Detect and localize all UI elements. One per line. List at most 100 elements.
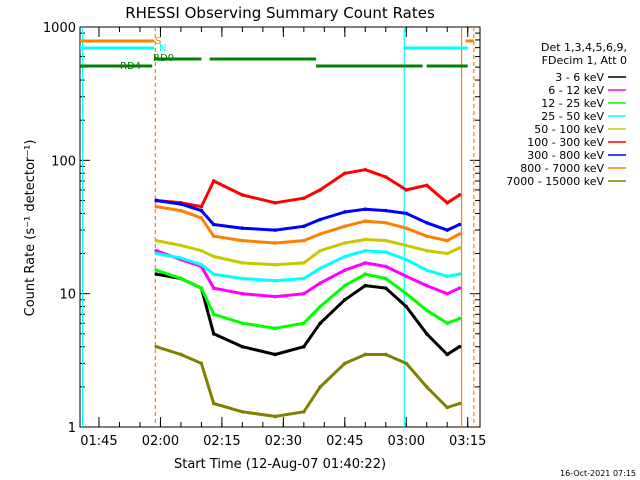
x-tick-label: 02:45 <box>326 434 363 449</box>
series-point-7 <box>179 202 183 206</box>
series-point-2 <box>343 268 347 272</box>
plot-frame <box>79 26 481 428</box>
series-point-1 <box>240 344 245 349</box>
series-point-7 <box>199 208 204 213</box>
series-point-5 <box>457 246 462 250</box>
series-point-7 <box>154 198 159 203</box>
series-point-5 <box>318 248 323 253</box>
series-point-2 <box>404 274 409 279</box>
series-point-8 <box>445 238 450 243</box>
series-point-4 <box>404 257 409 262</box>
series-point-8 <box>424 234 429 238</box>
series-point-1 <box>445 352 450 357</box>
series-point-3 <box>343 283 347 288</box>
series-point-2 <box>211 286 216 290</box>
y-tick-label: 100 <box>51 154 76 169</box>
legend-label: 25 - 50 keV <box>541 110 604 123</box>
series-point-4 <box>424 268 429 272</box>
series-point-3 <box>273 326 277 331</box>
series-point-2 <box>273 294 277 299</box>
series-point-9 <box>318 385 323 389</box>
x-tick-label: 02:15 <box>203 434 240 449</box>
series-point-4 <box>445 274 450 279</box>
series-point-6 <box>318 188 323 192</box>
series-point-2 <box>445 291 450 296</box>
series-point-2 <box>424 283 429 288</box>
series-point-5 <box>211 254 216 259</box>
series-line-1 <box>156 272 461 356</box>
series-point-4 <box>302 276 306 281</box>
flag-label-s: S <box>155 36 161 47</box>
flag-label-rd0: RD0 <box>153 53 174 64</box>
y-tick-label: 1000 <box>43 21 76 36</box>
series-point-3 <box>404 291 409 296</box>
series-point-8 <box>273 241 277 245</box>
series-point-8 <box>383 221 388 225</box>
series-point-9 <box>154 344 159 349</box>
series-point-8 <box>179 208 183 213</box>
series-point-9 <box>363 352 368 357</box>
x-tick-label: 03:00 <box>388 434 425 449</box>
series-point-8 <box>199 216 204 220</box>
series-point-9 <box>424 385 429 389</box>
series-point-8 <box>211 234 216 238</box>
series-point-9 <box>404 361 409 366</box>
series-point-3 <box>445 321 450 326</box>
series-point-6 <box>211 179 216 183</box>
series-point-5 <box>154 238 159 243</box>
series-point-2 <box>318 281 323 285</box>
series-point-3 <box>383 276 388 281</box>
series-point-9 <box>302 410 306 414</box>
series-point-4 <box>154 251 159 256</box>
series-point-5 <box>240 261 245 265</box>
y-tick-label: 1 <box>68 421 76 436</box>
series-point-7 <box>404 211 409 216</box>
series-point-1 <box>273 352 277 357</box>
series-point-5 <box>424 248 429 253</box>
series-point-8 <box>363 219 368 223</box>
series-point-6 <box>363 167 368 172</box>
series-point-6 <box>445 201 450 205</box>
series-point-7 <box>383 208 388 213</box>
series-point-1 <box>343 297 347 302</box>
series-point-4 <box>211 272 216 276</box>
series-point-6 <box>199 204 204 209</box>
chart-title: RHESSI Observing Summary Count Rates <box>125 4 435 22</box>
series-point-8 <box>343 224 347 229</box>
series-point-1 <box>318 321 323 326</box>
series-point-3 <box>179 276 183 281</box>
legend-label: 6 - 12 keV <box>548 84 604 97</box>
series-point-2 <box>302 291 306 296</box>
legend-header-line: Det 1,3,4,5,6,9, <box>541 41 627 54</box>
series-point-5 <box>302 261 306 265</box>
series-point-6 <box>424 183 429 188</box>
x-tick-label: 02:30 <box>265 434 302 449</box>
legend-label: 300 - 800 keV <box>527 149 604 162</box>
legend-label: 12 - 25 keV <box>541 97 604 110</box>
series-point-9 <box>179 352 183 357</box>
series-point-3 <box>199 286 204 290</box>
legend-label: 3 - 6 keV <box>555 71 604 84</box>
legend-header-line: FDecim 1, Att 0 <box>542 54 627 67</box>
y-tick-label: 10 <box>59 288 76 303</box>
series-point-3 <box>457 316 462 321</box>
series-point-5 <box>273 262 277 267</box>
legend-label: 800 - 7000 keV <box>520 162 604 175</box>
legend-label: 7000 - 15000 keV <box>506 175 604 188</box>
series-point-9 <box>211 401 216 406</box>
series-point-4 <box>318 266 323 271</box>
series-point-9 <box>343 361 347 366</box>
series-point-8 <box>457 232 462 236</box>
series-point-2 <box>154 248 159 253</box>
series-point-1 <box>154 272 159 276</box>
series-point-9 <box>199 361 204 366</box>
series-point-4 <box>383 250 388 254</box>
series-point-7 <box>424 221 429 225</box>
series-point-7 <box>457 222 462 227</box>
series-point-4 <box>457 272 462 276</box>
series-point-2 <box>383 264 388 269</box>
series-point-5 <box>383 238 388 243</box>
series-point-9 <box>457 401 462 406</box>
series-point-6 <box>457 193 462 197</box>
